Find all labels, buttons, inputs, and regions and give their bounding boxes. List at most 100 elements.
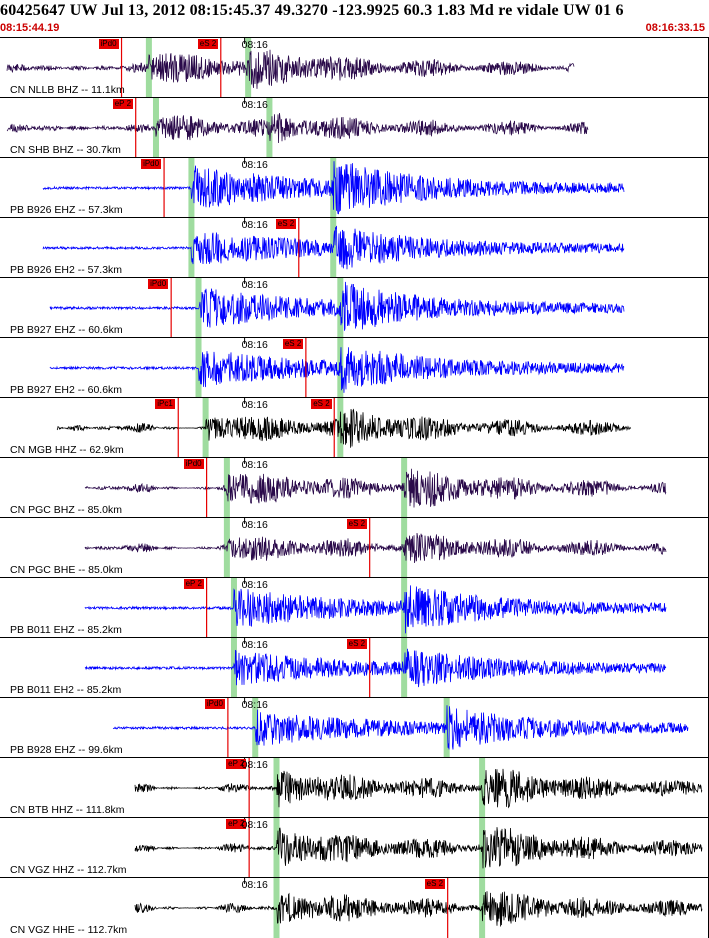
station-label: PB B926 EHZ -- 57.3km [10,204,123,216]
seismogram [134,878,703,938]
trace-panel[interactable]: eP 2 08:16 CN VGZ HHZ -- 112.7km [0,817,709,878]
seismogram [84,458,667,518]
waveform-trace [134,827,703,869]
pick-tag[interactable]: eP 2 [226,759,247,769]
waveform-trace [49,347,625,393]
theoretical-p-band [195,338,202,398]
seismogram [6,38,575,98]
trace-panel[interactable]: eS 2 08:16 PB B926 EH2 -- 57.3km [0,217,709,278]
minute-label: 08:16 [241,99,268,111]
waveform-trace [6,112,589,144]
trace-panel[interactable]: eS 2 08:16 CN VGZ HHE -- 112.7km [0,877,709,938]
theoretical-s-band [245,38,252,98]
minute-label: 08:16 [241,279,268,291]
trace-panel[interactable]: eS 2 08:16 PB B927 EH2 -- 60.6km [0,337,709,398]
pick-tag[interactable]: iPd0 [141,159,162,169]
minute-label: 08:16 [241,159,268,171]
minute-label: 08:16 [241,759,268,771]
window-start-time: 08:15:44.19 [0,22,60,34]
station-label: CN PGC BHE -- 85.0km [10,564,123,576]
seismogram [42,158,625,218]
station-label: CN NLLB BHZ -- 11.1km [10,84,125,96]
minute-label: 08:16 [241,579,268,591]
seismogram [56,398,632,458]
theoretical-s-band [337,398,344,458]
waveform-trace [6,49,575,89]
trace-panel[interactable]: iPd0 08:16 PB B927 EHZ -- 60.6km [0,277,709,338]
minute-label: 08:16 [241,399,268,411]
seismogram [84,518,667,578]
pick-tag[interactable]: iPd0 [204,699,225,709]
waveform-trace [134,891,703,927]
seismogram [6,98,589,158]
station-label: PB B926 EH2 -- 57.3km [10,264,123,276]
theoretical-p-band [195,278,202,338]
station-label: CN SHB BHZ -- 30.7km [10,144,121,156]
trace-panel-stack[interactable]: iPd0 eS 2 08:16 CN NLLB BHZ -- 11.1km eP 2 08… [0,37,709,938]
station-label: PB B927 EHZ -- 60.6km [10,324,123,336]
waveform-trace [84,468,667,508]
waveform-trace [84,648,667,688]
pick-tag[interactable]: eS 2 [197,39,219,49]
minute-label: 08:16 [241,639,268,651]
waveform-trace [56,408,632,448]
pick-tag[interactable]: eS 2 [282,339,304,349]
minute-label: 08:16 [241,39,268,51]
minute-label: 08:16 [241,879,268,891]
trace-panel[interactable]: iPd0 08:16 CN PGC BHZ -- 85.0km [0,457,709,518]
station-label: CN VGZ HHZ -- 112.7km [10,864,127,876]
pick-tag[interactable]: eP 2 [183,579,204,589]
trace-panel[interactable]: eS 2 08:16 CN PGC BHE -- 85.0km [0,517,709,578]
seismogram [49,278,625,338]
pick-tag[interactable]: iPd0 [98,39,119,49]
theoretical-p-band [188,158,195,218]
theoretical-p-band [145,38,152,98]
station-label: PB B928 EHZ -- 99.6km [10,744,123,756]
pick-tag[interactable]: iPd0 [183,459,204,469]
theoretical-p-band [152,98,159,158]
seismogram [84,638,667,698]
trace-panel[interactable]: iPd0 08:16 PB B926 EHZ -- 57.3km [0,157,709,218]
trace-panel[interactable]: iPd0 08:16 PB B928 EHZ -- 99.6km [0,697,709,758]
waveform-trace [84,585,667,634]
trace-panel[interactable]: eP 2 08:16 PB B011 EHZ -- 85.2km [0,577,709,638]
seismogram [42,218,625,278]
station-label: PB B011 EH2 -- 85.2km [10,684,122,696]
theoretical-p-band [188,218,195,278]
pick-tag[interactable]: eS 2 [311,399,332,409]
trace-panel[interactable]: eS 2 08:16 PB B011 EH2 -- 85.2km [0,637,709,698]
minute-label: 08:16 [241,699,268,711]
seismogram [112,698,689,758]
minute-label: 08:16 [241,519,268,531]
theoretical-p-band [230,578,237,638]
theoretical-p-band [223,458,230,518]
trace-panel[interactable]: iPc1 eS 2 08:16 CN MGB HHZ -- 62.9km [0,397,709,458]
minute-label: 08:16 [241,819,268,831]
seismogram [84,578,667,638]
waveform-trace [84,532,667,563]
waveform-trace [49,281,625,331]
station-label: PB B927 EH2 -- 60.6km [10,384,123,396]
event-title: 60425647 UW Jul 13, 2012 08:15:45.37 49.… [0,2,624,19]
waveform-trace [134,768,703,809]
station-label: CN BTB HHZ -- 111.8km [10,804,125,816]
pick-tag[interactable]: iPd0 [148,279,169,289]
minute-label: 08:16 [241,459,268,471]
pick-tag[interactable]: eP 2 [112,99,134,109]
pick-tag[interactable]: iPc1 [155,399,175,409]
station-label: CN PGC BHZ -- 85.0km [10,504,123,516]
pick-tag[interactable]: eS 2 [424,879,446,889]
trace-panel[interactable]: iPd0 eS 2 08:16 CN NLLB BHZ -- 11.1km [0,37,709,98]
theoretical-p-band [230,638,237,698]
pick-tag[interactable]: eP 2 [226,819,247,829]
waveform-trace [42,225,625,270]
trace-panel[interactable]: eP 2 08:16 CN BTB HHZ -- 111.8km [0,757,709,818]
minute-label: 08:16 [241,219,268,231]
trace-panel[interactable]: eP 2 08:16 CN SHB BHZ -- 30.7km [0,97,709,158]
pick-tag[interactable]: eS 2 [275,219,297,229]
station-label: PB B011 EHZ -- 85.2km [10,624,122,636]
pick-tag[interactable]: eS 2 [346,519,368,529]
minute-label: 08:16 [241,339,268,351]
pick-tag[interactable]: eS 2 [346,639,368,649]
station-label: CN MGB HHZ -- 62.9km [10,444,124,456]
